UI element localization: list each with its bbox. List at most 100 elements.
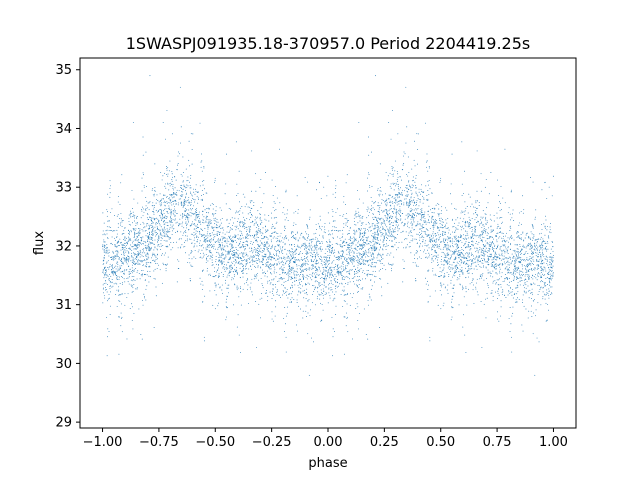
data-point [340,244,342,246]
data-point [141,275,143,277]
data-point [163,217,165,219]
data-point [519,260,521,262]
data-point [539,245,541,247]
data-point [165,217,167,219]
data-point [149,265,151,267]
data-point [259,240,261,242]
data-point [276,294,278,295]
data-point [167,213,169,215]
data-point [238,238,240,240]
data-point [154,190,156,192]
data-point [307,226,308,228]
data-point [149,266,151,268]
data-point [300,264,302,266]
data-point [103,295,105,297]
data-point [544,282,546,284]
data-point [118,316,120,318]
data-point [258,279,259,281]
data-point [257,254,258,256]
data-point [179,153,181,155]
data-point [239,246,241,248]
data-point [540,232,542,234]
data-point [410,252,412,254]
data-point [208,207,210,209]
data-point [120,249,122,251]
data-point [410,215,412,216]
data-point [545,249,547,251]
data-point [174,210,176,212]
data-point [350,242,352,244]
data-point [130,260,132,262]
data-point [498,257,500,259]
data-point [393,213,394,215]
data-point [146,249,147,251]
data-point [415,177,417,179]
data-point [106,246,108,248]
data-point [329,247,331,248]
data-point [448,247,450,249]
data-point [129,239,131,240]
data-point [121,316,123,318]
data-point [249,212,251,214]
data-point [173,196,175,198]
data-point [335,185,337,187]
data-point [539,244,541,246]
data-point [361,257,363,259]
data-point [432,240,434,242]
data-point [272,293,274,294]
data-point [255,250,257,252]
data-point [205,235,207,237]
data-point [405,86,407,88]
data-point [241,252,243,254]
data-point [210,256,212,258]
data-point [248,262,250,264]
data-point [324,294,326,295]
data-point [408,180,410,182]
data-point [215,213,217,215]
data-point [184,245,186,247]
data-point [224,257,226,259]
data-point [319,278,321,280]
data-point [461,141,463,143]
data-point [220,209,222,211]
data-point [219,239,221,241]
data-point [104,275,105,277]
data-point [256,232,258,234]
data-point [540,287,542,289]
data-point [217,238,219,240]
data-point [131,284,133,286]
data-point [439,290,441,291]
data-point [232,224,234,226]
data-point [428,205,430,207]
data-point [442,224,443,226]
data-point [391,174,393,175]
data-point [135,259,137,261]
data-point [513,271,515,273]
data-point [315,266,317,268]
data-point [461,226,463,228]
data-point [255,190,257,192]
data-point [170,224,172,226]
data-point [209,222,211,224]
data-point [534,299,535,301]
data-point [450,254,452,256]
data-point [341,246,343,248]
data-point [292,231,294,233]
data-point [362,243,364,245]
data-point [337,250,339,252]
data-point [327,212,329,214]
data-point [257,231,259,233]
data-point [180,173,182,175]
data-point [501,272,503,274]
data-point [230,250,232,252]
data-point [332,226,334,228]
data-point [358,257,360,259]
data-point [458,304,460,306]
data-point [537,294,539,295]
data-point [214,223,216,225]
data-point [135,244,136,246]
data-point [422,202,424,204]
data-point [500,231,502,233]
data-point [172,176,174,178]
data-point [307,234,309,236]
